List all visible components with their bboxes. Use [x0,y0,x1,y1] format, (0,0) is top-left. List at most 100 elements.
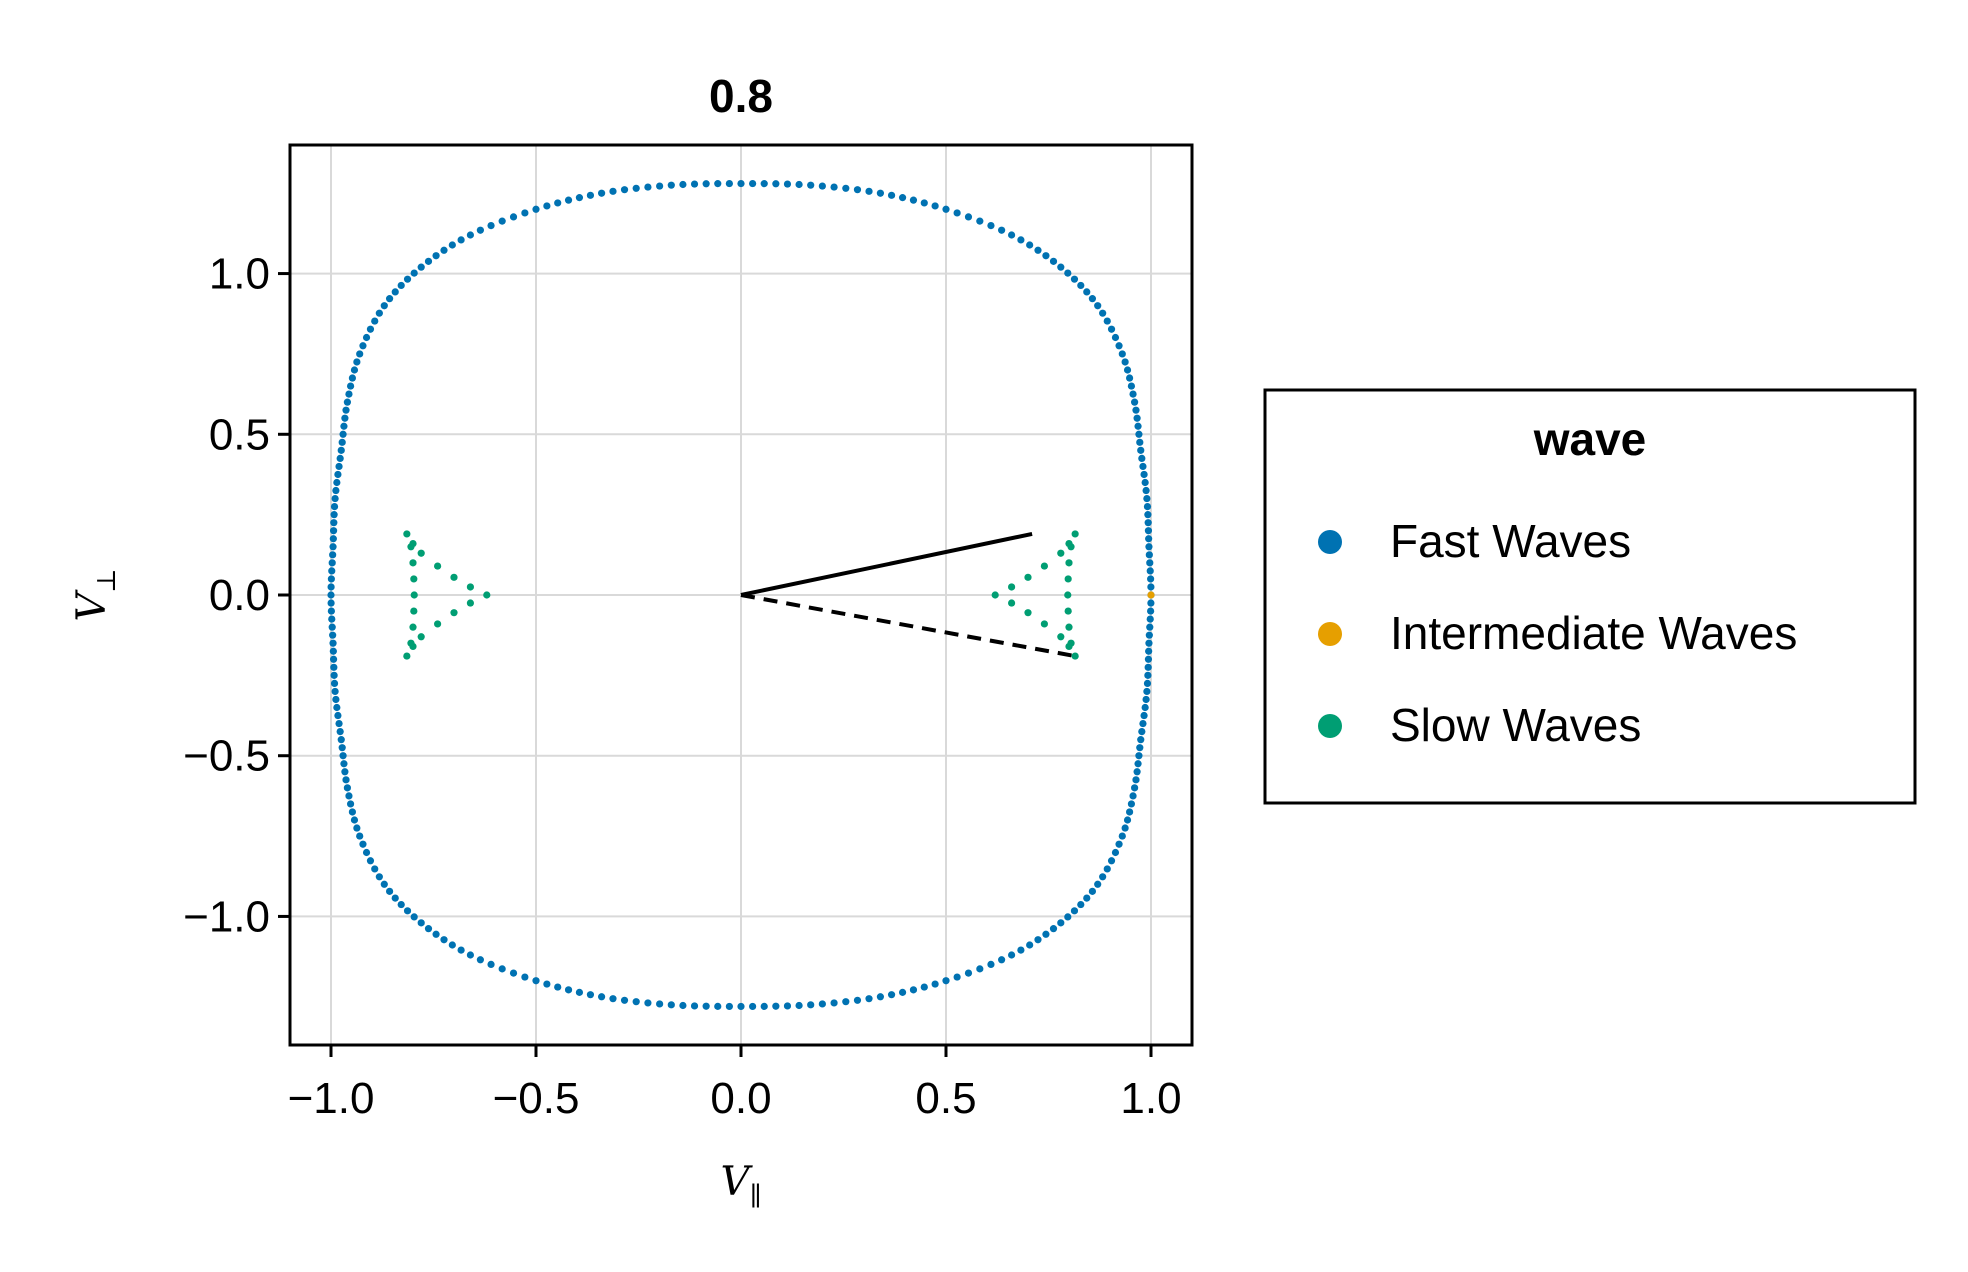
fast-waves-point-176 [1111,848,1120,857]
slow-waves-point-2 [1024,573,1032,581]
fast-waves-point-239 [476,956,484,964]
x-axis-label: V∥ [721,1159,762,1212]
fast-waves-point-24 [343,398,351,406]
fast-waves-point-253 [375,873,383,881]
fast-waves-point-242 [448,941,456,949]
fast-waves-point-4 [328,559,336,567]
fast-waves-point-79 [818,182,826,190]
fast-waves-point-21 [340,422,348,430]
fast-waves-point-85 [887,191,896,199]
fast-waves-point-54 [532,205,540,213]
fast-waves-point-67 [679,180,687,189]
fast-waves-point-117 [1126,374,1134,382]
legend-label-2: Slow Waves [1390,699,1641,751]
fast-waves-point-249 [397,900,405,909]
fast-waves-point-146 [1147,607,1155,615]
fast-waves-point-109 [1099,309,1107,317]
fast-waves-point-94 [987,221,995,230]
fast-waves-point-76 [783,180,792,188]
slow-waves-point-12 [1071,652,1079,660]
fast-waves-point-186 [1057,919,1065,927]
fast-waves-point-62 [620,186,629,194]
slow-waves-point-15 [1064,575,1072,583]
slow-waves-point-18 [1065,623,1073,631]
fast-waves-point-10 [330,511,338,519]
fast-waves-point-238 [487,960,495,969]
fast-waves-point-245 [424,925,433,933]
fast-waves-point-150 [1145,639,1153,647]
fast-waves-point-254 [371,865,379,873]
fast-waves-point-116 [1123,366,1132,374]
fast-waves-point-287 [327,599,335,607]
fast-waves-point-280 [329,655,338,663]
fast-waves-point-81 [842,184,850,192]
fast-waves-point-110 [1103,317,1111,325]
fast-waves-point-182 [1083,894,1091,902]
fast-waves-point-64 [644,183,652,191]
fast-waves-point-129 [1140,470,1148,479]
fast-waves-point-63 [632,184,640,192]
fast-waves-point-89 [931,202,939,210]
fast-waves-point-3 [328,567,336,575]
fast-waves-point-244 [432,930,440,938]
slow-waves-point-24 [417,549,425,557]
fast-waves-point-208 [830,999,838,1007]
fast-waves-point-17 [336,454,344,462]
x-axis-label-sub: ∥ [749,1182,761,1212]
fast-waves-point-38 [391,288,399,296]
fast-waves-point-55 [543,202,551,210]
fast-waves-point-233 [543,980,551,988]
slow-waves-point-35 [410,575,418,583]
fast-waves-point-48 [466,231,474,239]
fast-waves-point-285 [328,615,336,623]
slow-waves-point-16 [1064,591,1072,599]
fast-waves-point-218 [714,1002,722,1010]
fast-waves-point-136 [1144,527,1153,535]
fast-waves-point-65 [656,182,664,190]
fast-waves-point-39 [397,281,405,290]
slow-waves-point-37 [410,607,418,615]
fast-waves-point-26 [346,382,355,390]
slow-waves-point-19 [1067,639,1075,647]
legend-label-1: Intermediate Waves [1390,607,1797,659]
fast-waves-point-268 [339,752,347,760]
fast-waves-point-261 [348,808,356,816]
fast-waves-point-22 [341,414,349,422]
fast-waves-point-126 [1137,446,1145,454]
fast-waves-point-15 [334,470,342,479]
fast-waves-point-8 [329,527,338,535]
fast-waves-point-195 [976,965,984,973]
legend-marker-0 [1318,530,1342,554]
fast-waves-point-6 [329,543,337,551]
fast-waves-point-161 [1138,728,1146,736]
fast-waves-point-97 [1017,236,1025,244]
fast-waves-point-271 [336,728,344,736]
fast-waves-point-166 [1133,768,1141,776]
slow-waves-point-17 [1064,607,1072,615]
fast-waves-point-221 [679,1001,687,1010]
y-axis-label-main: V [69,589,115,622]
chart-title: 0.8 [709,70,773,122]
fast-waves-point-7 [329,535,337,543]
y-axis-label: V⊥ [69,568,122,621]
fast-waves-point-158 [1141,703,1149,712]
fast-waves-point-113 [1115,342,1123,350]
fast-waves-point-224 [644,999,652,1007]
fast-waves-point-205 [865,995,873,1003]
fast-waves-point-227 [609,995,617,1003]
fast-waves-point-125 [1136,438,1144,446]
fast-waves-point-265 [342,776,350,784]
fast-waves-point-217 [725,1002,733,1011]
fast-waves-point-209 [818,1000,826,1008]
fast-waves-point-132 [1143,494,1151,503]
legend-box [1263,388,1917,805]
fast-waves-point-164 [1135,752,1143,760]
fast-waves-point-139 [1145,551,1153,559]
fast-waves-point-108 [1094,302,1102,310]
fast-waves-point-42 [417,263,425,271]
y-axis-label-sub: ⊥ [92,568,122,592]
fast-waves-point-185 [1064,913,1072,921]
slow-waves-point-29 [434,620,442,628]
fast-waves-point-33 [366,325,375,333]
slow-waves-point-3 [1040,562,1048,570]
